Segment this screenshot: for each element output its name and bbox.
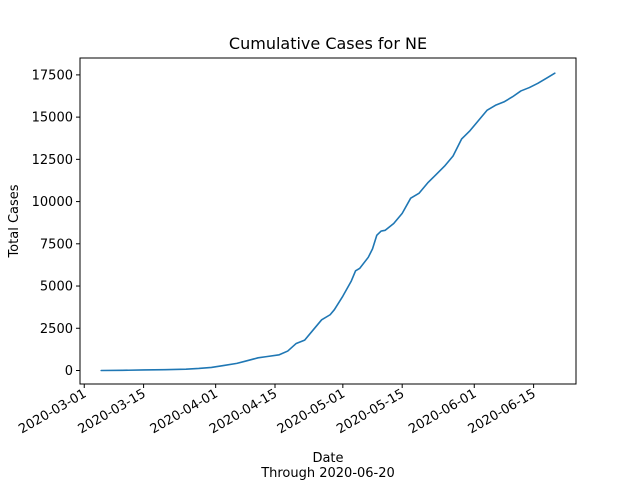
y-tick-label: 7500 bbox=[40, 237, 73, 252]
y-axis-label: Total Cases bbox=[7, 184, 22, 258]
x-tick-label: 2020-04-15 bbox=[207, 386, 280, 437]
x-tick-label: 2020-03-15 bbox=[76, 386, 149, 437]
plot-frame bbox=[79, 57, 577, 385]
x-axis-label: Date bbox=[312, 451, 343, 466]
plot-area bbox=[100, 72, 556, 372]
chart-title: Cumulative Cases for NE bbox=[229, 34, 427, 53]
y-tick-label: 5000 bbox=[40, 280, 73, 295]
x-tick-label: 2020-05-15 bbox=[334, 386, 407, 437]
y-tick-label: 12500 bbox=[32, 153, 73, 168]
y-tick-label: 15000 bbox=[32, 111, 73, 126]
y-tick-label: 10000 bbox=[32, 195, 73, 210]
x-axis-sublabel: Through 2020-06-20 bbox=[260, 466, 395, 480]
series-line bbox=[100, 72, 556, 372]
y-tick-label: 0 bbox=[65, 364, 73, 379]
y-tick-label: 2500 bbox=[40, 322, 73, 337]
y-tick-label: 17500 bbox=[32, 68, 73, 83]
x-tick-label: 2020-06-15 bbox=[466, 386, 539, 437]
y-axis: 0 2500 5000 7500 10000 12500 15000 17500 bbox=[32, 68, 80, 379]
